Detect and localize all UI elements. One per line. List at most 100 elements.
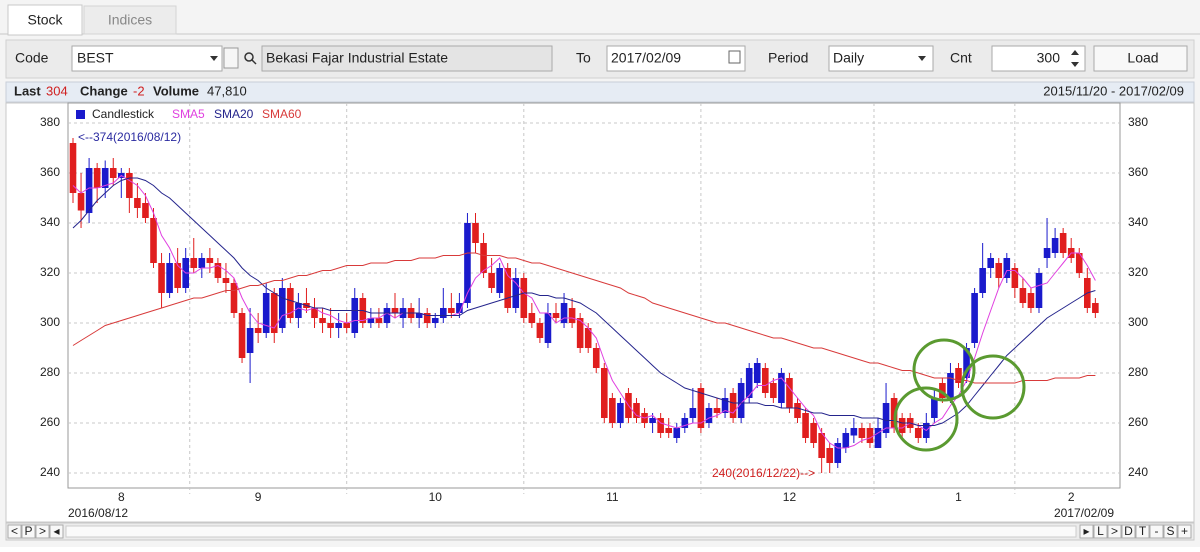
x-start-date: 2016/08/12 [68, 506, 128, 520]
candle-body [729, 393, 737, 418]
cnt-input[interactable] [991, 45, 1086, 72]
list-button[interactable] [223, 47, 239, 69]
summary-bar [5, 81, 1195, 103]
candle-body [431, 318, 439, 323]
candle-body [367, 318, 375, 323]
tab-label[interactable]: Stock [27, 12, 63, 28]
nav-button[interactable] [49, 524, 64, 539]
nav-label[interactable]: L [1097, 524, 1104, 538]
date-value[interactable]: 2017/02/09 [611, 50, 681, 66]
y-tick-label-right: 320 [1128, 265, 1148, 279]
candle-body [778, 373, 785, 403]
load-button[interactable] [1093, 45, 1188, 72]
date-input[interactable] [606, 45, 746, 72]
nav-label[interactable]: > [1111, 524, 1118, 538]
nav-button[interactable] [21, 524, 36, 539]
nav-button[interactable] [35, 524, 50, 539]
label: To [576, 50, 591, 66]
nav-button[interactable] [1121, 524, 1136, 539]
tab-active[interactable] [7, 4, 83, 36]
nav-label[interactable]: D [1124, 524, 1133, 538]
nav-button[interactable] [1163, 524, 1178, 539]
dropdown-arrow[interactable] [918, 56, 926, 61]
y-tick-label: 260 [40, 415, 60, 429]
nav-button[interactable] [7, 524, 22, 539]
dropdown-arrow[interactable] [210, 56, 218, 61]
tab-label[interactable]: Indices [108, 12, 152, 28]
candle-body [351, 298, 359, 333]
nav-button[interactable] [1107, 524, 1122, 539]
candle-body [770, 383, 777, 398]
code-value[interactable]: BEST [77, 50, 114, 66]
summary-label: Change [80, 83, 128, 98]
candle-body [295, 303, 302, 318]
cnt-value[interactable]: 300 [1037, 50, 1061, 66]
candle-body [584, 328, 592, 348]
scroll-track[interactable] [65, 525, 1077, 538]
y-tick-label-right: 260 [1128, 415, 1148, 429]
candle-body [126, 173, 133, 198]
candle-body [222, 278, 230, 283]
candle-body [697, 388, 705, 428]
code-input[interactable] [71, 45, 223, 72]
candle-body [1075, 253, 1083, 273]
candle-body [979, 268, 986, 293]
search-button[interactable] [244, 52, 254, 62]
nav-label[interactable]: - [1155, 524, 1159, 538]
period-select[interactable] [828, 45, 934, 72]
legend-label: SMA20 [214, 107, 254, 121]
nav-button[interactable] [1149, 524, 1164, 539]
nav-button[interactable] [1135, 524, 1150, 539]
nav-button[interactable] [1093, 524, 1108, 539]
nav-button[interactable] [1079, 524, 1094, 539]
candle-body [1027, 293, 1035, 308]
candle-body [681, 418, 689, 428]
sma-line [72, 174, 1096, 449]
nav-label[interactable]: ◂ [53, 524, 59, 538]
candle-body [858, 428, 866, 438]
search-button[interactable] [251, 59, 257, 65]
nav-label[interactable]: S [1166, 524, 1174, 538]
nav-label[interactable]: > [39, 524, 46, 538]
candle-body [1043, 248, 1051, 258]
summary-label: Last [14, 83, 41, 98]
candle-body [568, 308, 576, 323]
legend-label: SMA5 [172, 107, 205, 121]
candle-body [786, 378, 793, 408]
candle-body [287, 288, 294, 318]
load-label[interactable]: Load [1127, 50, 1158, 66]
nav-label[interactable]: P [24, 524, 32, 538]
candle-body [69, 143, 77, 193]
candle-body [109, 168, 117, 178]
nav-label[interactable]: + [1181, 524, 1188, 538]
nav-label[interactable]: < [11, 524, 18, 538]
tab[interactable] [83, 5, 177, 35]
candle-body [504, 268, 511, 308]
candle-body [311, 308, 318, 318]
candle-body [472, 223, 479, 243]
nav-label[interactable]: ▸ [1083, 524, 1089, 538]
candle-body [383, 308, 391, 323]
candle-body [1035, 273, 1043, 308]
y-tick-label: 360 [40, 165, 60, 179]
candle-body [1051, 238, 1059, 253]
spinner[interactable] [1071, 50, 1079, 67]
nav-button[interactable] [1177, 524, 1192, 539]
date-range: 2015/11/20 - 2017/02/09 [1043, 83, 1184, 98]
legend-swatch [76, 110, 85, 119]
candle-body [1059, 233, 1067, 253]
candle-body [552, 313, 560, 318]
candle-body [601, 368, 608, 418]
nav-label[interactable]: T [1139, 524, 1147, 538]
candle-body [971, 293, 978, 343]
calendar-button[interactable] [728, 50, 741, 64]
candle-body [448, 308, 455, 313]
highlight-circle [912, 338, 976, 402]
period-value[interactable]: Daily [833, 50, 864, 66]
candle-body [850, 428, 858, 436]
candle-body [214, 263, 222, 278]
candle-body [150, 218, 157, 263]
candle-body [609, 398, 616, 423]
candle-body [174, 263, 181, 288]
